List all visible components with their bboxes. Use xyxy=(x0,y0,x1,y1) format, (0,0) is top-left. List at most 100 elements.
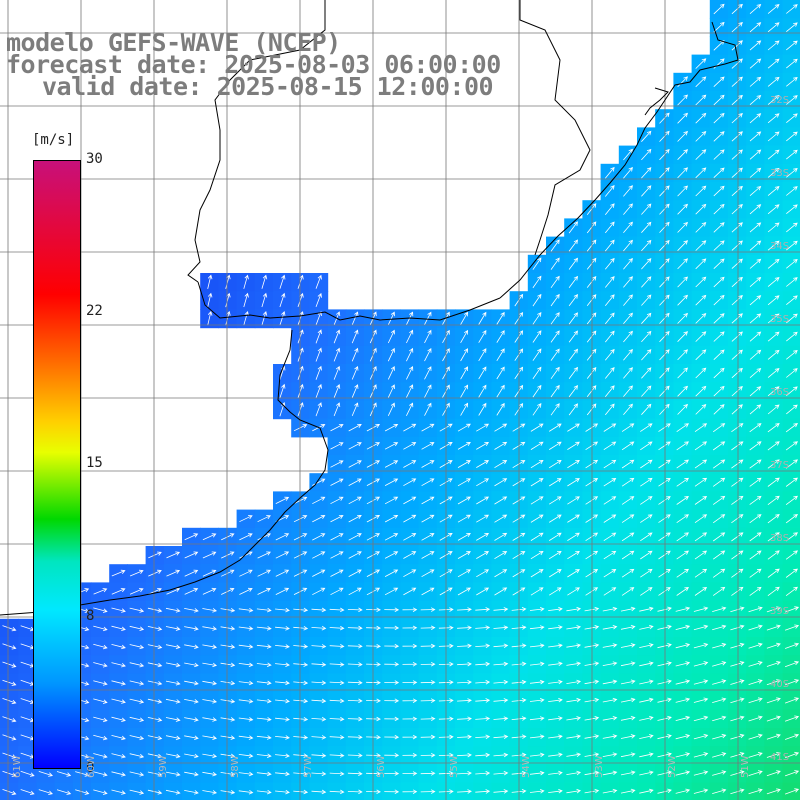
wind-arrow xyxy=(475,770,491,776)
wind-speed-cell xyxy=(400,527,420,547)
wind-arrow xyxy=(748,697,763,704)
wind-arrow xyxy=(129,735,145,741)
wind-arrow xyxy=(658,423,671,432)
wind-speed-cell xyxy=(327,418,347,438)
wind-arrow xyxy=(476,514,490,523)
wind-speed-cell xyxy=(709,473,729,492)
wind-speed-cell xyxy=(382,582,401,602)
wind-speed-cell xyxy=(673,91,693,110)
wind-arrow xyxy=(639,734,654,739)
wind-arrow xyxy=(749,568,762,578)
wind-speed-cell xyxy=(564,345,583,365)
wind-arrow xyxy=(731,459,744,469)
wind-arrow xyxy=(529,752,545,758)
wind-arrow xyxy=(421,442,435,450)
wind-arrow xyxy=(457,514,471,523)
wind-speed-cell xyxy=(746,436,765,456)
wind-arrow xyxy=(347,698,363,704)
wind-arrow xyxy=(586,275,597,288)
wind-arrow xyxy=(621,477,635,487)
wind-arrow xyxy=(148,588,162,595)
wind-arrow xyxy=(767,295,780,306)
wind-arrow xyxy=(460,329,469,343)
wind-speed-cell xyxy=(764,36,784,56)
wind-speed-cell xyxy=(709,109,729,128)
wind-arrow xyxy=(550,403,560,416)
wind-arrow xyxy=(566,752,582,758)
wind-arrow xyxy=(767,586,780,597)
wind-speed-cell xyxy=(618,218,638,238)
wind-speed-cell xyxy=(400,455,420,474)
wind-arrow xyxy=(602,716,618,721)
wind-arrow xyxy=(620,661,636,667)
wind-speed-cell xyxy=(309,509,329,529)
wind-arrow xyxy=(767,167,780,178)
wind-arrow xyxy=(279,274,286,289)
wind-speed-cell xyxy=(728,564,747,583)
wind-arrow xyxy=(2,698,17,705)
wind-arrow xyxy=(406,329,414,344)
wind-arrow xyxy=(315,292,322,308)
wind-arrow xyxy=(641,349,652,361)
wind-arrow xyxy=(695,185,707,197)
wind-arrow xyxy=(657,624,672,630)
wind-speed-cell xyxy=(564,455,583,474)
wind-speed-cell xyxy=(709,273,729,292)
wind-speed-cell xyxy=(728,327,747,347)
wind-arrow xyxy=(749,204,762,215)
wind-arrow xyxy=(712,586,726,596)
wind-arrow xyxy=(584,643,600,648)
wind-arrow xyxy=(749,149,762,160)
wind-speed-cell xyxy=(764,18,784,37)
wind-speed-cell xyxy=(728,473,747,492)
wind-arrow xyxy=(693,715,709,722)
wind-speed-cell xyxy=(600,436,620,456)
wind-speed-cell xyxy=(327,436,347,456)
wind-speed-cell xyxy=(527,273,547,292)
wind-arrow xyxy=(748,770,763,776)
wind-arrow xyxy=(261,292,268,308)
wind-arrow xyxy=(567,514,580,523)
wind-arrow xyxy=(494,551,508,560)
wind-speed-cell xyxy=(600,455,620,474)
wind-arrow xyxy=(420,698,436,703)
wind-speed-cell xyxy=(182,782,201,800)
wind-arrow xyxy=(731,386,743,397)
wind-speed-cell xyxy=(527,254,547,274)
wind-arrow xyxy=(550,366,560,380)
title-model: modelo GEFS-WAVE (NCEP) xyxy=(6,28,341,57)
wind-arrow xyxy=(548,587,562,596)
wind-speed-cell xyxy=(309,546,329,565)
wind-arrow xyxy=(420,752,436,758)
wind-arrow xyxy=(786,22,798,33)
wind-arrow xyxy=(460,311,469,325)
latitude-label: 39S xyxy=(770,606,790,617)
wind-arrow xyxy=(731,222,743,233)
wind-speed-cell xyxy=(673,418,693,438)
wind-arrow xyxy=(767,277,780,287)
wind-arrow xyxy=(730,606,745,613)
wind-speed-cell xyxy=(600,418,620,438)
wind-speed-cell xyxy=(728,72,747,92)
wind-speed-cell xyxy=(491,491,511,511)
wind-arrow xyxy=(315,365,322,380)
wind-arrow xyxy=(529,607,545,612)
wind-arrow xyxy=(333,329,341,344)
wind-arrow xyxy=(494,478,508,487)
wind-speed-cell xyxy=(455,364,474,383)
wind-arrow xyxy=(676,496,689,505)
wind-arrow xyxy=(406,402,414,416)
wind-arrow xyxy=(384,662,400,667)
wind-speed-cell xyxy=(746,18,765,37)
wind-speed-cell xyxy=(673,273,693,292)
wind-arrow xyxy=(785,532,798,542)
wind-arrow xyxy=(658,496,671,505)
wind-speed-cell xyxy=(327,564,347,583)
wind-speed-cell xyxy=(400,400,420,420)
wind-arrow xyxy=(403,442,417,450)
wind-speed-cell xyxy=(673,509,693,529)
wind-arrow xyxy=(202,608,218,613)
longitude-label: 60W xyxy=(86,755,97,778)
wind-arrow xyxy=(604,403,615,416)
wind-arrow xyxy=(384,698,400,703)
